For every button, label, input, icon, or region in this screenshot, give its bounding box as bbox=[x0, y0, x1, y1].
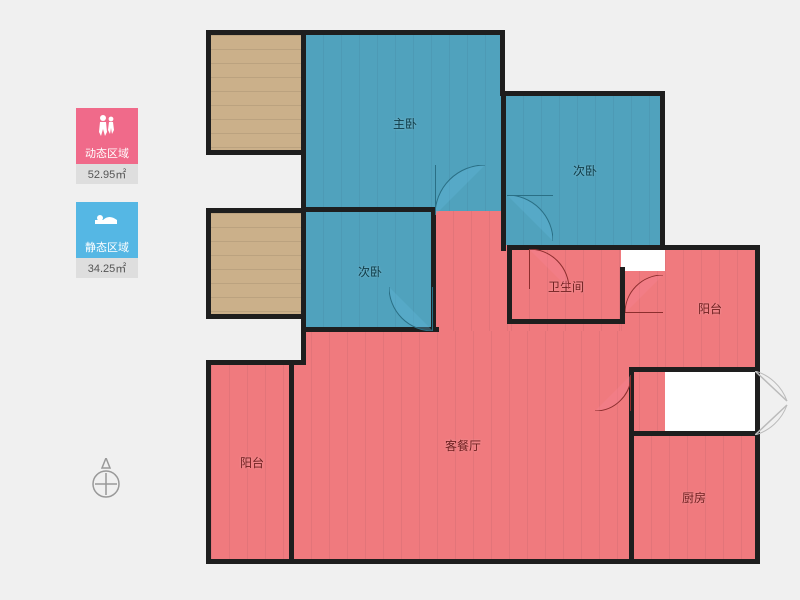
bare-floor bbox=[211, 213, 305, 319]
room-label: 客餐厅 bbox=[445, 437, 481, 454]
room-label: 主卧 bbox=[393, 115, 417, 132]
room-balcony-right: 阳台 bbox=[665, 245, 755, 371]
legend-static-value: 34.25㎡ bbox=[76, 258, 138, 278]
room-bedroom-2: 次卧 bbox=[505, 95, 665, 245]
room-living: 客餐厅 bbox=[293, 331, 633, 559]
room-master-bedroom: 主卧 bbox=[305, 35, 505, 211]
room-label: 厨房 bbox=[682, 489, 706, 506]
exterior-cutout bbox=[205, 319, 305, 365]
room-label: 阳台 bbox=[698, 300, 722, 317]
room-label: 卫生间 bbox=[548, 278, 584, 295]
exterior-cutout bbox=[665, 29, 765, 245]
legend-dynamic: 动态区域 52.95㎡ bbox=[76, 108, 138, 184]
floorplan: 厨房阳台客餐厅阳台卫生间次卧次卧主卧 bbox=[206, 30, 760, 564]
room-balcony-left: 阳台 bbox=[211, 365, 293, 559]
room-hall bbox=[435, 211, 511, 331]
room-label: 阳台 bbox=[240, 454, 264, 471]
legend-dynamic-label: 动态区域 bbox=[76, 142, 138, 164]
room-label: 次卧 bbox=[573, 162, 597, 179]
exterior-cutout bbox=[205, 155, 305, 213]
legend-dynamic-value: 52.95㎡ bbox=[76, 164, 138, 184]
room-bathroom: 卫生间 bbox=[511, 249, 621, 323]
compass-icon bbox=[90, 458, 122, 500]
legend-panel: 动态区域 52.95㎡ 静态区域 34.25㎡ bbox=[76, 108, 138, 296]
room-kitchen: 厨房 bbox=[633, 435, 755, 559]
room-bedroom-3: 次卧 bbox=[305, 211, 435, 331]
legend-static-label: 静态区域 bbox=[76, 236, 138, 258]
bare-floor bbox=[211, 35, 305, 155]
legend-static: 静态区域 34.25㎡ bbox=[76, 202, 138, 278]
sleep-icon bbox=[76, 202, 138, 236]
people-icon bbox=[76, 108, 138, 142]
room-label: 次卧 bbox=[358, 263, 382, 280]
